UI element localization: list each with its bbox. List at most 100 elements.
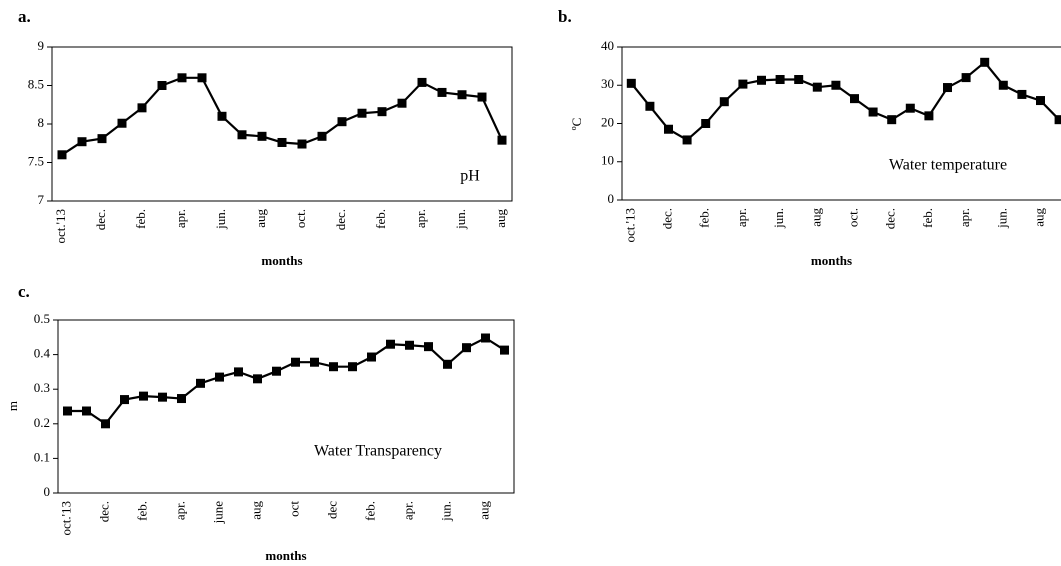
x-tick-label: oct <box>286 501 301 517</box>
data-point <box>1036 96 1045 106</box>
data-point <box>868 107 878 117</box>
x-tick-label: apr. <box>734 208 749 227</box>
panel-title: b. <box>558 7 572 26</box>
x-tick-label: oct. <box>845 208 860 227</box>
data-point <box>196 378 205 388</box>
plot-frame <box>621 46 1061 201</box>
data-point <box>497 135 507 145</box>
data-point <box>317 131 327 141</box>
x-tick-label: dec. <box>333 209 348 230</box>
x-tick-label: aug <box>476 501 491 520</box>
x-axis-label: months <box>265 548 306 563</box>
data-point <box>794 75 804 85</box>
y-tick-label: 0.5 <box>34 311 50 326</box>
data-point <box>1054 115 1061 125</box>
data-point <box>57 150 67 160</box>
annotation: pH <box>460 168 480 185</box>
data-point <box>82 406 91 416</box>
y-tick-label: 0 <box>608 191 615 206</box>
data-point <box>664 124 673 134</box>
x-tick-label: jun. <box>438 501 453 522</box>
annotation: Water temperature <box>889 157 1007 174</box>
data-point <box>97 134 107 144</box>
data-point <box>337 117 347 127</box>
x-tick-label: apr. <box>173 209 188 228</box>
data-point <box>831 80 841 90</box>
data-point <box>626 78 636 88</box>
data-point <box>357 108 367 118</box>
data-point <box>377 107 387 117</box>
data-point <box>481 333 490 343</box>
data-point <box>120 395 129 405</box>
x-tick-label: feb. <box>133 209 148 229</box>
data-point <box>405 340 414 350</box>
x-axis-label: months <box>261 253 302 268</box>
data-point <box>980 57 990 67</box>
data-point <box>277 137 287 147</box>
data-point <box>257 131 267 141</box>
data-point <box>158 392 167 402</box>
x-axis-label: months <box>811 253 852 268</box>
y-tick-label: 30 <box>601 76 614 91</box>
y-tick-label: 0.1 <box>34 449 50 464</box>
data-point <box>329 362 338 372</box>
data-point <box>137 103 147 113</box>
data-point <box>117 118 127 128</box>
data-point <box>424 342 433 352</box>
data-point <box>887 115 897 125</box>
x-tick-label: jun. <box>453 209 468 230</box>
x-tick-label: aug <box>253 209 268 228</box>
data-point <box>477 92 487 102</box>
x-tick-label: jun. <box>994 208 1009 229</box>
data-point <box>310 357 319 367</box>
y-tick-label: 20 <box>601 114 614 129</box>
x-tick-label: oct. <box>293 209 308 228</box>
x-tick-label: apr. <box>172 501 187 520</box>
data-point <box>367 352 376 362</box>
data-point <box>253 374 262 384</box>
x-tick-label: feb. <box>134 501 149 521</box>
data-point <box>500 345 509 355</box>
data-line <box>630 60 1060 142</box>
x-tick-label: apr. <box>957 208 972 227</box>
data-point <box>386 339 395 349</box>
data-point <box>924 111 934 121</box>
data-point <box>701 119 711 128</box>
x-tick-label: jun. <box>213 209 228 230</box>
panel-title: a. <box>18 7 31 26</box>
data-point <box>775 75 785 85</box>
x-tick-label: oct.'13 <box>58 501 73 535</box>
x-tick-label: june <box>210 501 225 525</box>
x-tick-label: dec. <box>96 501 111 522</box>
x-tick-label: dec. <box>659 208 674 229</box>
data-point <box>850 94 859 104</box>
data-point <box>237 130 247 140</box>
x-tick-label: oct.'13 <box>622 208 637 242</box>
y-tick-label: 0.3 <box>34 380 50 395</box>
data-point <box>197 73 207 83</box>
data-point <box>719 97 729 107</box>
data-point <box>443 359 452 369</box>
data-point <box>417 77 427 87</box>
data-point <box>348 362 357 372</box>
data-point <box>682 135 692 145</box>
x-tick-label: feb. <box>373 209 388 229</box>
y-tick-label: 7 <box>38 192 45 207</box>
data-point <box>998 80 1008 90</box>
annotation: Water Transparency <box>314 443 442 460</box>
data-point <box>437 87 447 97</box>
x-tick-label: apr. <box>413 209 428 228</box>
data-point <box>217 111 227 121</box>
plot-frame <box>57 319 515 494</box>
data-point <box>177 73 187 83</box>
x-tick-label: jun. <box>771 208 786 229</box>
y-tick-label: 8.5 <box>28 76 44 91</box>
x-tick-label: feb. <box>920 208 935 228</box>
data-line <box>67 336 506 426</box>
x-tick-label: feb. <box>697 208 712 228</box>
data-point <box>645 101 655 111</box>
x-tick-label: feb. <box>362 501 377 521</box>
data-point <box>77 137 87 147</box>
x-tick-label: aug <box>493 209 508 228</box>
